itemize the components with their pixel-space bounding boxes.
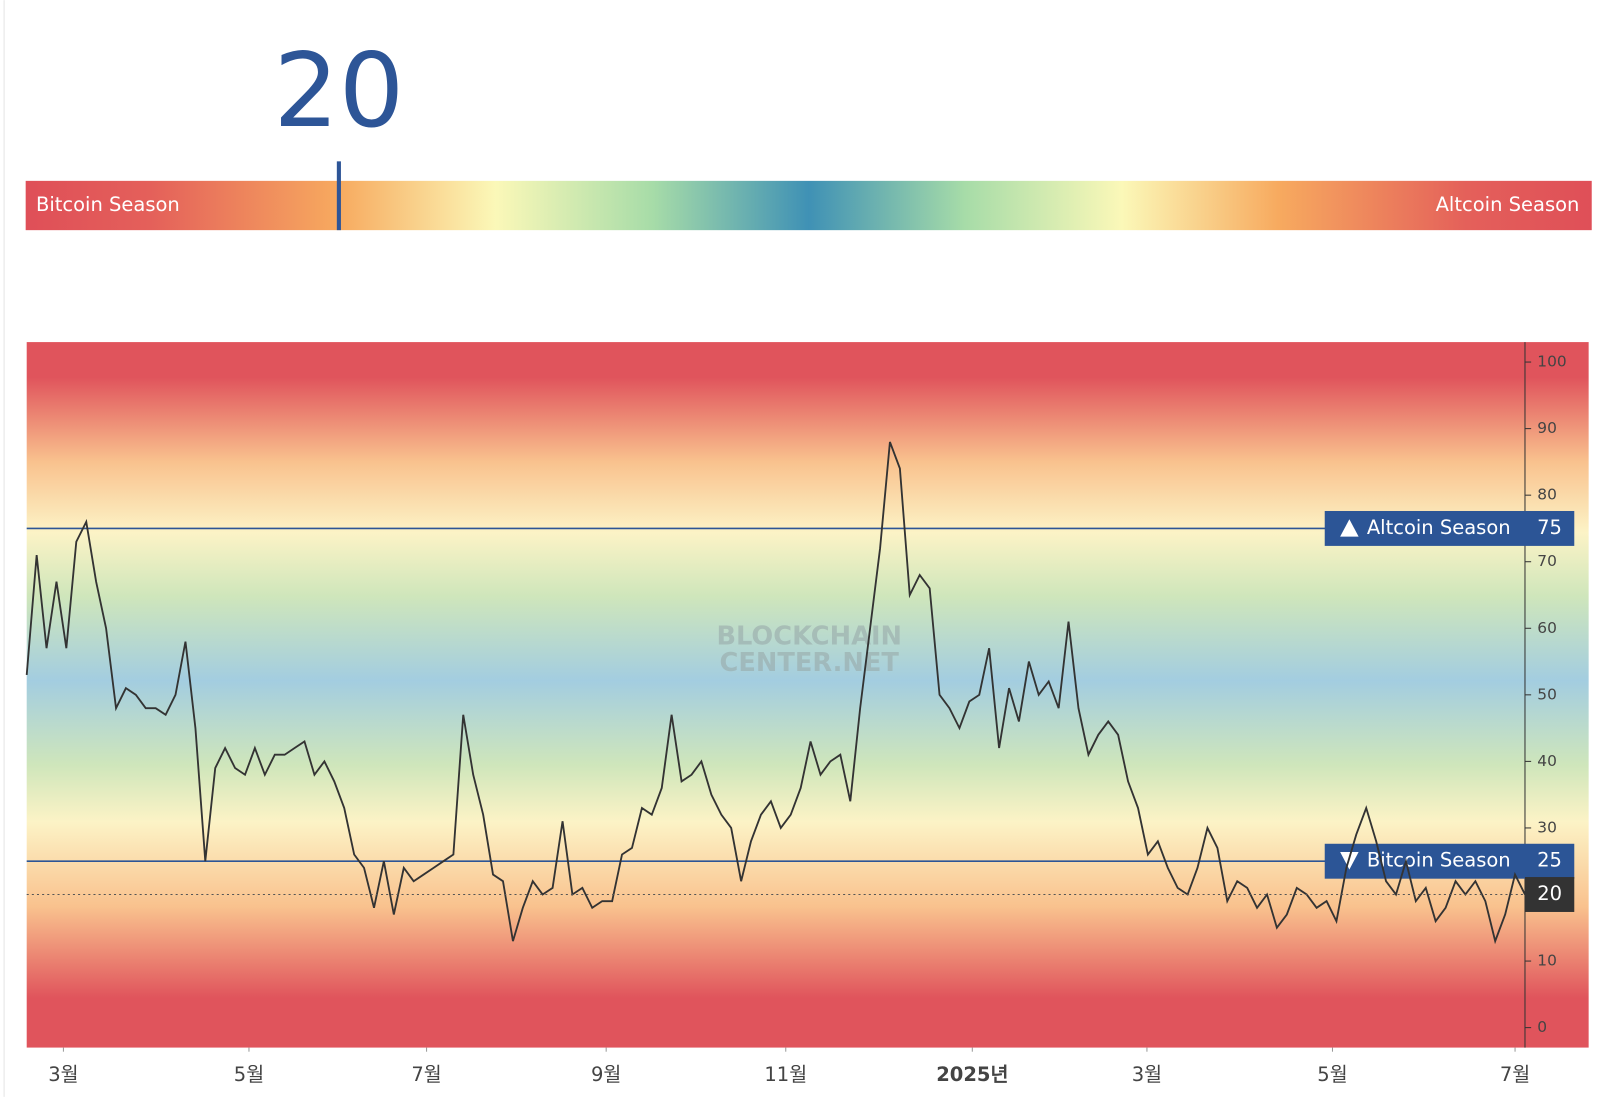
current-value: 20 [274,32,405,151]
plot-background [26,342,1589,1048]
watermark: CENTER.NET [720,648,900,678]
threshold-badge [1324,510,1575,546]
index-line [25,441,1526,945]
y-tick-label: 10 [1537,952,1557,970]
x-tick-label: 5월 [1317,1063,1347,1086]
threshold-icon [1340,519,1359,537]
x-tick-label: 3월 [1132,1063,1162,1086]
x-tick-label: 11월 [764,1063,807,1086]
x-tick-label: 9월 [591,1063,621,1086]
x-tick-label: 5월 [234,1063,264,1086]
x-tick-label: 7월 [411,1063,441,1086]
threshold-label: Bitcoin Season [1367,849,1511,872]
gauge-left-label: Bitcoin Season [36,193,180,216]
y-tick-label: 60 [1537,619,1557,637]
y-tick-label: 0 [1537,1018,1547,1036]
current-value-badge [1524,877,1575,912]
current-value-axis-label: 20 [1537,882,1562,905]
x-tick-label: 2025년 [936,1063,1008,1086]
gauge-right-label: Altcoin Season [1436,193,1580,216]
threshold-value: 25 [1537,849,1562,872]
watermark: BLOCKCHAIN [716,621,902,651]
y-tick-label: 80 [1537,486,1557,504]
y-tick-label: 30 [1537,818,1557,836]
gauge-bar [25,180,1592,231]
y-tick-label: 40 [1537,752,1557,770]
threshold-value: 75 [1537,516,1562,539]
y-tick-label: 70 [1537,552,1557,570]
y-tick-label: 50 [1537,685,1557,703]
y-tick-label: 100 [1537,353,1566,371]
x-tick-label: 3월 [48,1063,78,1086]
threshold-label: Altcoin Season [1367,516,1511,539]
gauge-marker [336,161,341,231]
threshold-badge [1324,843,1575,879]
y-tick-label: 90 [1537,419,1557,437]
x-tick-label: 7월 [1500,1063,1530,1086]
